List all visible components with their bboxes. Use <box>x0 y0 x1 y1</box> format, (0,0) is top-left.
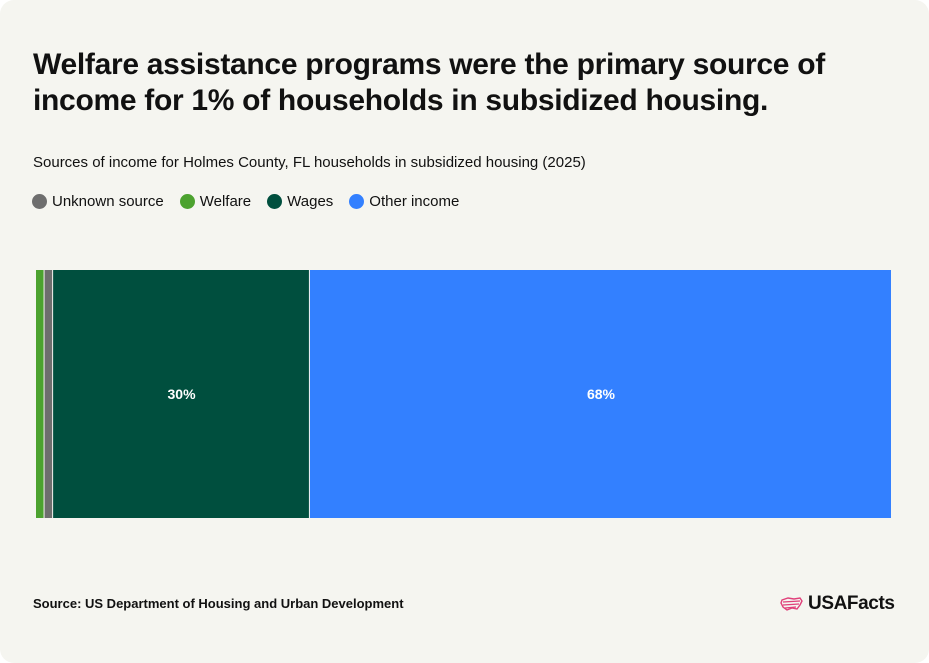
legend-label-unknown: Unknown source <box>52 193 164 210</box>
legend-swatch-wages <box>267 194 283 209</box>
bar-segment-welfare <box>36 270 44 518</box>
legend-swatch-welfare <box>179 194 195 209</box>
legend-item-unknown: Unknown source <box>32 193 164 210</box>
legend-item-welfare: Welfare <box>179 193 252 210</box>
chart-subtitle: Sources of income for Holmes County, FL … <box>33 154 586 171</box>
data-label-other-income: 68% <box>587 386 616 402</box>
source-note: Source: US Department of Housing and Urb… <box>33 596 404 611</box>
headline: Welfare assistance programs were the pri… <box>33 48 825 117</box>
bar-segment-unknown-source <box>44 270 53 518</box>
legend: Unknown source Welfare Wages Other incom… <box>32 193 475 210</box>
legend-label-other: Other income <box>369 193 460 210</box>
legend-swatch-unknown <box>32 194 47 209</box>
legend-swatch-other <box>349 194 365 209</box>
usafacts-logo: USAFacts <box>780 593 895 615</box>
legend-item-other: Other income <box>349 193 459 210</box>
legend-label-welfare: Welfare <box>199 193 252 210</box>
data-label-wages: 30% <box>168 386 197 402</box>
bar-segment-other-income <box>309 270 891 518</box>
legend-label-wages: Wages <box>287 193 334 210</box>
legend-item-wages: Wages <box>267 193 333 210</box>
bar-segment-wages <box>53 270 309 518</box>
us-flag-map-icon <box>780 597 803 611</box>
logo-text: USAFacts <box>808 593 895 614</box>
